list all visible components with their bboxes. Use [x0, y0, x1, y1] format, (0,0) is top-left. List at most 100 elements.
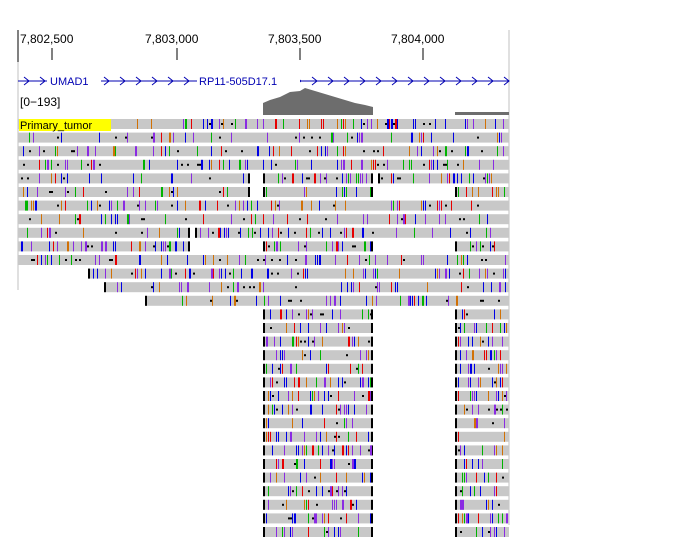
mismatch-tick — [41, 227, 42, 238]
deletion-mark — [340, 517, 342, 520]
mismatch-tick — [330, 295, 331, 306]
mismatch-tick — [151, 119, 152, 129]
deletion-mark — [303, 136, 305, 139]
mismatch-tick — [450, 227, 451, 238]
mismatch-tick — [290, 486, 291, 497]
deletion-mark — [290, 517, 292, 520]
mismatch-tick — [414, 295, 415, 306]
mismatch-tick — [492, 187, 493, 197]
mismatch-tick — [243, 173, 244, 184]
mismatch-tick — [296, 459, 298, 469]
mismatch-tick — [299, 132, 300, 143]
mismatch-tick — [35, 200, 37, 211]
mismatch-tick — [332, 499, 333, 510]
mismatch-tick — [251, 200, 252, 211]
mismatch-tick — [316, 377, 317, 388]
mismatch-tick — [480, 377, 481, 388]
mismatch-tick — [263, 159, 264, 170]
deletion-mark — [377, 163, 379, 166]
mismatch-tick — [91, 159, 92, 170]
gene-label-umad1[interactable]: UMAD1 — [50, 76, 89, 88]
mismatch-tick — [397, 214, 398, 225]
clip-marker — [371, 418, 373, 429]
mismatch-tick — [312, 309, 313, 320]
mismatch-tick — [370, 445, 372, 456]
clip-marker — [455, 187, 457, 197]
mismatch-tick — [470, 227, 471, 238]
mismatch-tick — [425, 214, 426, 225]
ruler-tick-label: 7,802,500 — [20, 32, 74, 46]
deletion-mark — [193, 272, 195, 275]
mismatch-tick — [359, 132, 360, 143]
clip-marker — [263, 513, 265, 524]
mismatch-tick — [133, 173, 134, 184]
mismatch-tick — [47, 227, 48, 238]
deletion-mark — [481, 259, 483, 261]
mismatch-tick — [248, 227, 249, 238]
deletion-mark — [99, 163, 101, 166]
mismatch-tick — [310, 350, 311, 361]
mismatch-tick — [490, 513, 491, 524]
deletion-mark — [459, 272, 461, 275]
mismatch-tick — [99, 132, 100, 143]
mismatch-tick — [298, 377, 300, 388]
clip-marker — [371, 459, 373, 469]
mismatch-tick — [321, 146, 322, 157]
mismatch-tick — [361, 132, 363, 143]
deletion-mark — [296, 408, 298, 411]
mismatch-tick — [225, 268, 226, 279]
mismatch-tick — [97, 200, 98, 211]
mismatch-tick — [363, 268, 364, 279]
mismatch-tick — [113, 146, 115, 157]
aligned-read — [263, 323, 373, 333]
mismatch-tick — [435, 268, 436, 279]
deletion-mark — [338, 408, 340, 411]
deletion-mark — [284, 177, 286, 180]
mismatch-tick — [39, 146, 40, 157]
mismatch-tick — [473, 119, 474, 129]
gene-track[interactable]: UMAD1 RP11-505D17.1 — [18, 74, 510, 88]
clip-marker — [455, 309, 457, 320]
mismatch-tick — [344, 418, 345, 429]
mismatch-tick — [338, 377, 339, 388]
deletion-mark — [229, 272, 231, 275]
mismatch-tick — [437, 268, 438, 279]
mismatch-tick — [403, 159, 404, 170]
mismatch-tick — [362, 227, 364, 238]
mismatch-tick — [504, 431, 505, 442]
coverage-track[interactable]: [0−193] — [20, 88, 509, 115]
mismatch-tick — [239, 200, 240, 211]
mismatch-tick — [318, 391, 319, 401]
mismatch-tick — [464, 513, 465, 524]
deletion-mark — [365, 259, 367, 261]
alignment-track[interactable]: Primary_tumor — [18, 119, 509, 537]
mismatch-tick — [169, 146, 170, 157]
deletion-mark — [141, 218, 143, 221]
mismatch-tick — [331, 132, 333, 143]
deletion-mark — [423, 123, 425, 125]
mismatch-tick — [399, 200, 400, 211]
mismatch-tick — [348, 445, 349, 456]
mismatch-tick — [65, 200, 66, 211]
deletion-mark — [356, 367, 358, 370]
mismatch-tick — [55, 173, 56, 184]
deletion-mark — [185, 218, 187, 221]
mismatch-tick — [393, 200, 394, 211]
mismatch-tick — [47, 159, 49, 170]
gene-label-rp11[interactable]: RP11-505D17.1 — [199, 76, 277, 88]
mismatch-tick — [499, 282, 501, 293]
deletion-mark — [115, 231, 117, 234]
mismatch-tick — [391, 282, 392, 293]
aligned-read — [263, 309, 373, 320]
clip-marker — [371, 323, 373, 333]
mismatch-tick — [335, 255, 336, 265]
ruler[interactable]: 7,802,500 7,803,000 7,803,500 7,804,000 — [17, 30, 445, 62]
mismatch-tick — [502, 404, 503, 415]
mismatch-tick — [240, 227, 241, 238]
mismatch-tick — [458, 513, 459, 524]
clip-marker — [455, 336, 457, 347]
mismatch-tick — [461, 282, 462, 293]
clip-marker — [371, 336, 373, 347]
mismatch-tick — [175, 241, 177, 252]
